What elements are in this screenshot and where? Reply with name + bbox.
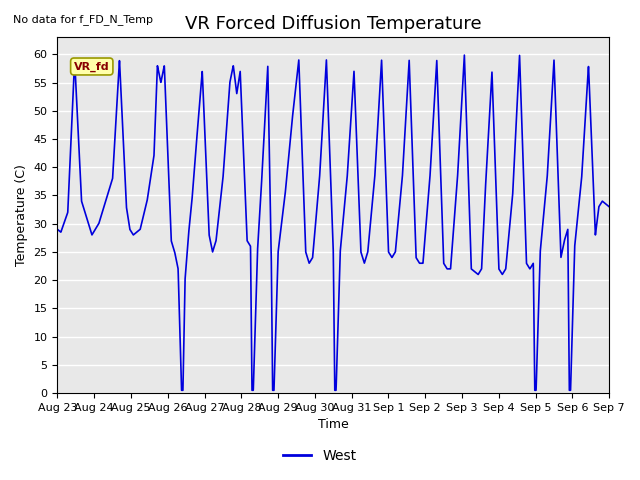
- Text: VR_fd: VR_fd: [74, 61, 109, 72]
- Legend: West: West: [278, 443, 362, 468]
- Y-axis label: Temperature (C): Temperature (C): [15, 164, 28, 266]
- X-axis label: Time: Time: [318, 419, 349, 432]
- Title: VR Forced Diffusion Temperature: VR Forced Diffusion Temperature: [185, 15, 482, 33]
- Text: No data for f_FD_N_Temp: No data for f_FD_N_Temp: [13, 14, 153, 25]
